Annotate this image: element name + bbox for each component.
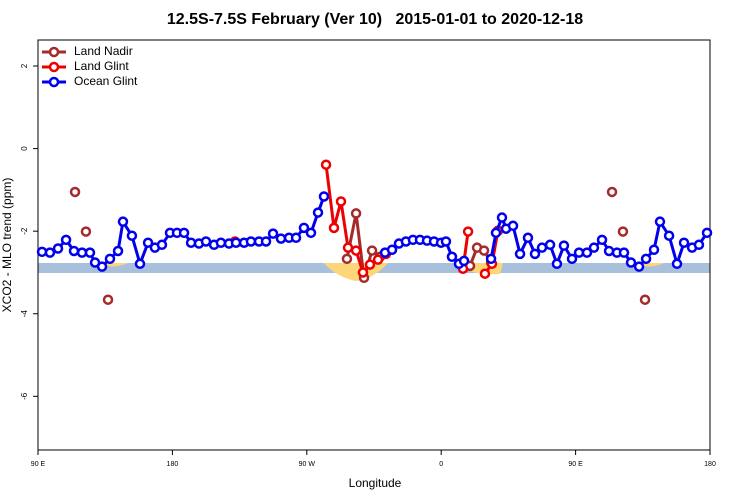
- point: [126, 230, 138, 241]
- point: [386, 244, 398, 255]
- point: [529, 248, 541, 260]
- point: [80, 226, 92, 237]
- point: [328, 222, 340, 234]
- point: [305, 227, 317, 239]
- point: [318, 191, 330, 202]
- point: [618, 247, 630, 258]
- point: [320, 159, 332, 170]
- point: [617, 226, 629, 237]
- x-tick-label: 90 W: [299, 461, 316, 468]
- point: [60, 234, 72, 246]
- point: [335, 196, 347, 207]
- point: [496, 212, 508, 223]
- point: [663, 230, 675, 241]
- legend-marker: [48, 76, 60, 88]
- point: [372, 254, 384, 265]
- point: [588, 242, 600, 253]
- point: [478, 245, 490, 256]
- point: [606, 186, 618, 198]
- point: [544, 239, 556, 251]
- point: [440, 236, 452, 247]
- point: [536, 242, 548, 253]
- point: [558, 240, 570, 251]
- point: [230, 237, 242, 248]
- point: [551, 258, 563, 270]
- chart-title: 12.5S-7.5S February (Ver 10) 2015-01-01 …: [167, 11, 583, 28]
- y-axis-label: XCO2 - MLO trend (ppm): [0, 178, 14, 313]
- point: [84, 247, 96, 258]
- point: [350, 245, 362, 256]
- x-tick-label: 90 E: [31, 461, 46, 468]
- legend-marker: [48, 46, 60, 58]
- point: [350, 208, 362, 219]
- legend-label: Land Glint: [74, 59, 129, 73]
- point: [462, 226, 474, 237]
- point: [366, 245, 378, 256]
- point: [312, 207, 324, 218]
- point: [693, 239, 705, 251]
- point: [68, 245, 80, 257]
- point: [96, 261, 108, 272]
- point: [290, 232, 302, 244]
- point: [596, 234, 608, 246]
- y-tick-label: -6: [20, 392, 29, 400]
- point: [581, 247, 593, 258]
- point: [245, 236, 257, 247]
- point: [260, 236, 272, 247]
- x-tick-label: 90 E: [568, 461, 583, 468]
- point: [364, 259, 376, 270]
- point: [298, 222, 310, 234]
- point: [701, 227, 713, 239]
- legend-label: Land Nadir: [74, 44, 133, 58]
- point: [490, 227, 502, 239]
- legend-label: Ocean Glint: [74, 74, 138, 88]
- point: [342, 242, 354, 253]
- point: [44, 247, 56, 258]
- x-axis-label: Longitude: [349, 476, 402, 490]
- point: [112, 245, 124, 257]
- plot-frame: [37, 39, 711, 451]
- x-tick-label: 0: [439, 461, 443, 468]
- point: [117, 216, 129, 227]
- point: [654, 216, 666, 227]
- point: [633, 261, 645, 272]
- x-tick-label: 180: [167, 461, 179, 468]
- point: [69, 186, 81, 198]
- point: [156, 239, 168, 251]
- point: [485, 253, 497, 265]
- point: [625, 257, 637, 268]
- point: [104, 253, 116, 265]
- point: [341, 253, 353, 265]
- point: [357, 267, 369, 278]
- point: [566, 253, 578, 265]
- point: [640, 253, 652, 265]
- point: [215, 237, 227, 248]
- point: [267, 228, 279, 239]
- point: [52, 243, 64, 254]
- point: [671, 258, 683, 270]
- y-tick-label: -2: [20, 227, 29, 235]
- point: [648, 244, 660, 255]
- point: [458, 255, 470, 267]
- point: [200, 236, 212, 247]
- x-tick-label: 180: [704, 461, 716, 468]
- point: [522, 232, 534, 244]
- point: [178, 227, 190, 239]
- point: [507, 220, 519, 232]
- point: [142, 237, 154, 248]
- y-tick-label: 0: [20, 146, 29, 151]
- point: [639, 294, 651, 305]
- y-tick-label: -4: [20, 310, 29, 318]
- point: [275, 233, 287, 244]
- legend-marker: [48, 61, 60, 73]
- point: [446, 251, 458, 263]
- point: [514, 248, 526, 260]
- point: [479, 268, 491, 279]
- y-tick-label: 2: [20, 63, 29, 68]
- point: [134, 258, 146, 270]
- point: [102, 294, 114, 305]
- point: [678, 237, 690, 248]
